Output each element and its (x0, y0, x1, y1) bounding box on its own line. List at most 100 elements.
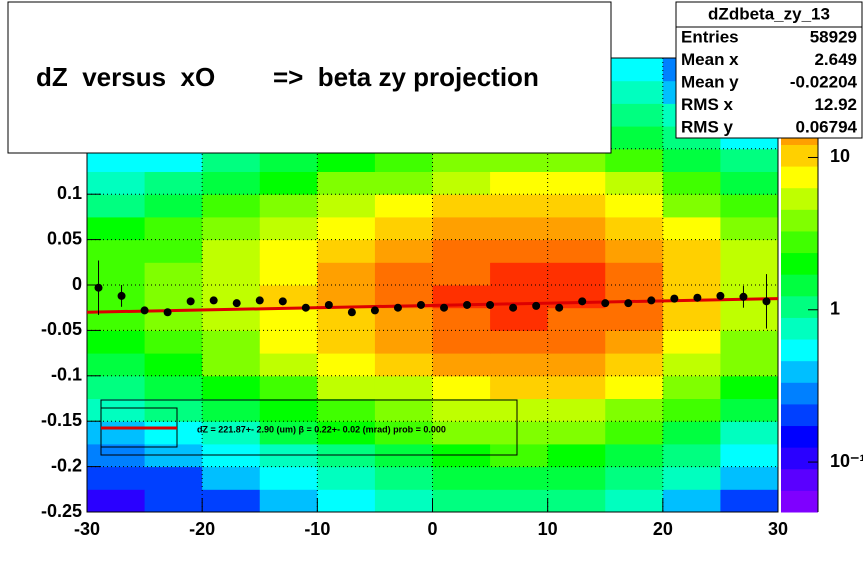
heat-cell (87, 285, 146, 309)
heat-cell (317, 489, 376, 512)
heat-cell (202, 239, 261, 263)
heat-cell (259, 421, 318, 445)
x-tick-label: -10 (304, 519, 330, 539)
heat-cell (720, 285, 778, 309)
colorbar-band (781, 274, 818, 297)
heat-cell (144, 285, 203, 309)
heat-cell (662, 421, 721, 445)
stats-box (675, 1, 863, 139)
colorbar-band (781, 360, 818, 383)
heat-cell (720, 375, 778, 399)
heat-cell (662, 262, 721, 286)
heatmap (87, 58, 778, 512)
heat-cell (432, 194, 491, 218)
heat-cell (374, 148, 433, 172)
heat-cell (144, 330, 203, 354)
stats-value: 12.92 (814, 95, 857, 114)
heat-cell (202, 421, 261, 445)
heat-cell (202, 148, 261, 172)
heat-cell (490, 148, 549, 172)
heat-cell (720, 330, 778, 354)
colorbar-band (781, 317, 818, 340)
stats-value: 2.649 (814, 50, 857, 69)
stats-title: dZdbeta_zy_13 (708, 4, 830, 23)
heat-cell (720, 398, 778, 422)
heat-cell (202, 353, 261, 377)
heat-cell (144, 307, 203, 331)
y-tick-label: 0.1 (57, 183, 82, 203)
heat-cell (259, 307, 318, 331)
profile-point (716, 291, 725, 300)
heat-cell (202, 285, 261, 309)
profile-point (463, 300, 472, 309)
heat-cell (259, 330, 318, 354)
heat-cell (144, 216, 203, 241)
heat-cell (720, 443, 778, 468)
heat-cell (202, 330, 261, 354)
heat-cell (317, 307, 376, 331)
heat-cell (662, 466, 721, 490)
stats-label: Mean y (681, 72, 739, 91)
profile-point (693, 293, 702, 302)
y-tick-label: 0 (72, 274, 82, 294)
heat-cell (720, 262, 778, 286)
heat-cell (720, 194, 778, 218)
heat-cell (432, 466, 491, 490)
heat-cell (374, 216, 433, 241)
heat-cell (202, 307, 261, 331)
profile-point (117, 291, 126, 300)
stats-value: 58929 (810, 27, 857, 46)
heat-cell (374, 307, 433, 331)
profile-point (578, 297, 587, 306)
heat-cell (144, 262, 203, 286)
colorbar-band (781, 252, 818, 275)
x-tick-label: 10 (538, 519, 558, 539)
heat-cell (144, 239, 203, 263)
x-tick-label: -20 (189, 519, 215, 539)
profile-point (186, 297, 195, 306)
heat-cell (490, 307, 549, 331)
heat-cell (144, 398, 203, 422)
heat-cell (490, 466, 549, 490)
profile-point (601, 299, 610, 308)
heat-cell (432, 489, 491, 512)
profile-point (94, 283, 103, 292)
y-tick-label: 0.05 (47, 228, 82, 248)
stats-label: Entries (681, 27, 739, 46)
profile-point (670, 294, 679, 303)
heat-cell (374, 171, 433, 195)
stats-value: -0.02204 (790, 72, 858, 91)
heat-cell (144, 421, 203, 445)
heat-cell (374, 398, 433, 422)
profile-point (347, 308, 356, 317)
heat-cell (144, 171, 203, 195)
heat-cell (662, 239, 721, 263)
heat-cell (662, 216, 721, 241)
heat-cell (374, 466, 433, 490)
heat-cell (605, 285, 664, 309)
heat-cell (317, 171, 376, 195)
heat-cell (374, 194, 433, 218)
heat-cell (490, 239, 549, 263)
overlay: -30 -20 -10 0 10 20 30-0.25-0.2-0.15-0.1-0.050… (7, 1, 863, 539)
heat-cell (547, 443, 606, 468)
heat-cell (605, 194, 664, 218)
z-tick-label: 10 (830, 146, 850, 166)
profile-point (140, 306, 149, 315)
y-tick-label: -0.15 (41, 410, 82, 430)
heat-cell (662, 489, 721, 512)
profile-point (509, 303, 518, 312)
heat-cell (259, 148, 318, 172)
heat-cell (87, 398, 146, 422)
profile-point (440, 303, 449, 312)
heat-cell (662, 307, 721, 331)
heat-cell (605, 375, 664, 399)
heat-cell (490, 398, 549, 422)
heat-cell (87, 148, 146, 172)
heat-cell (432, 375, 491, 399)
heat-cell (144, 194, 203, 218)
profile-point (416, 300, 425, 309)
heat-cell (432, 239, 491, 263)
heat-cell (432, 398, 491, 422)
heat-cell (374, 330, 433, 354)
